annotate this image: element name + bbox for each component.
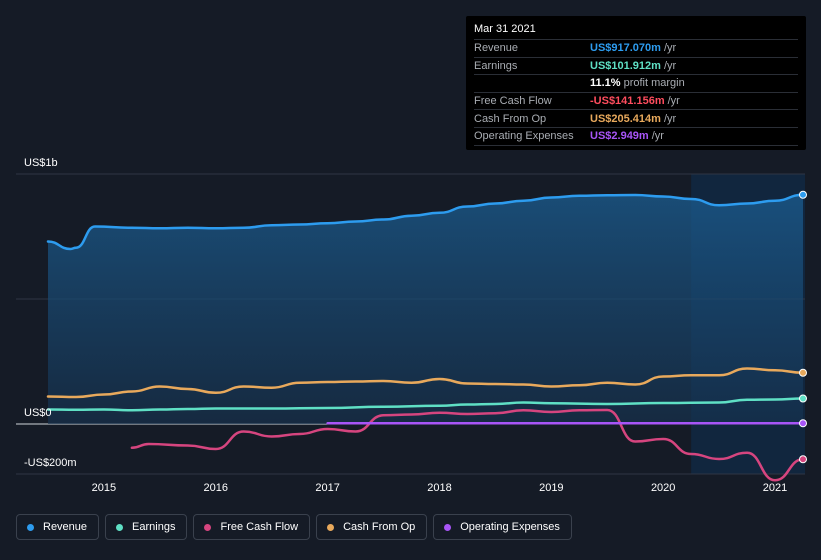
legend-item-cash-from-op[interactable]: Cash From Op: [316, 514, 428, 540]
legend-label: Revenue: [43, 521, 88, 533]
tooltip-row: Free Cash Flow -US$141.156m/yr: [474, 93, 798, 111]
tooltip-row-value: US$2.949m: [590, 130, 649, 143]
y-axis-labels: US$1b US$0 -US$200m: [24, 157, 77, 469]
tooltip-row-unit: /yr: [667, 95, 680, 108]
tooltip-row-label: Cash From Op: [474, 112, 547, 125]
legend-dot-icon: [116, 523, 124, 531]
legend-dot-icon: [27, 523, 34, 531]
x-axis-labels: 2015 2016 2017 2018 2019 2020 2021: [92, 482, 788, 494]
series-layer: [46, 190, 807, 482]
tooltip-row-unit: /yr: [663, 112, 677, 125]
x-axis-label: 2019: [539, 482, 563, 494]
x-axis-label: 2018: [427, 482, 451, 494]
tooltip-row-value: US$205.414m: [590, 112, 661, 125]
tooltip-row-value: US$917.070m: [590, 42, 661, 55]
operating-expenses-end-point: [799, 419, 807, 428]
revenue-line: [46, 193, 805, 251]
legend-item-free-cash-flow[interactable]: Free Cash Flow: [193, 514, 311, 540]
legend-item-operating-expenses[interactable]: Operating Expenses: [433, 514, 572, 540]
x-axis-label: 2017: [315, 482, 339, 494]
y-axis-label: US$0: [24, 407, 52, 419]
tooltip-row: 11.1% profit margin: [474, 75, 798, 93]
earnings-end-point: [799, 394, 807, 403]
legend-item-earnings[interactable]: Earnings: [105, 514, 188, 540]
x-axis-label: 2021: [763, 482, 787, 494]
y-axis-label: -US$200m: [24, 457, 77, 469]
cash-from-op-line: [46, 367, 805, 399]
legend-label: Earnings: [132, 521, 176, 533]
cash-from-op-end-point: [799, 368, 807, 377]
tooltip-row-unit: /yr: [651, 130, 664, 143]
tooltip-row-unit: /yr: [663, 42, 677, 55]
legend: Revenue Earnings Free Cash Flow Cash From O…: [16, 514, 578, 542]
free-cash-flow-end-point: [799, 455, 807, 464]
legend-item-revenue[interactable]: Revenue: [16, 514, 100, 540]
tooltip-row-label: Earnings: [474, 59, 518, 72]
x-axis-label: 2020: [651, 482, 675, 494]
legend-label: Free Cash Flow: [220, 521, 299, 533]
tooltip-row-unit: /yr: [663, 59, 677, 72]
y-axis-label: US$1b: [24, 157, 58, 169]
tooltip-row-unit: profit margin: [623, 77, 685, 90]
tooltip-row-label: Revenue: [474, 42, 519, 55]
legend-dot-icon: [327, 523, 335, 531]
tooltip-row-value: US$101.912m: [590, 59, 661, 72]
tooltip-row: Operating Expenses US$2.949m/yr: [474, 128, 798, 146]
earnings-line: [46, 397, 805, 412]
revenue-area: [48, 194, 803, 424]
tooltip-row-label: Free Cash Flow: [474, 95, 552, 108]
revenue-end-point: [799, 190, 807, 199]
free-cash-flow-line: [130, 408, 805, 482]
tooltip-row: Revenue US$917.070m/yr: [474, 40, 798, 58]
tooltip-row-value: 11.1%: [590, 77, 621, 90]
x-axis-label: 2016: [204, 482, 228, 494]
tooltip-date: Mar 31 2021: [474, 23, 798, 40]
legend-dot-icon: [204, 523, 212, 531]
legend-dot-icon: [444, 523, 452, 531]
tooltip-row: Cash From Op US$205.414m/yr: [474, 110, 798, 128]
tooltip-row: Earnings US$101.912m/yr: [474, 58, 798, 76]
tooltip-row-value: -US$141.156m: [590, 95, 665, 108]
legend-label: Operating Expenses: [460, 521, 560, 533]
tooltip-panel: Mar 31 2021 Revenue US$917.070m/yr Earning…: [466, 16, 806, 150]
legend-label: Cash From Op: [343, 521, 416, 533]
x-axis-label: 2015: [92, 482, 116, 494]
tooltip-row-label: Operating Expenses: [474, 130, 574, 143]
